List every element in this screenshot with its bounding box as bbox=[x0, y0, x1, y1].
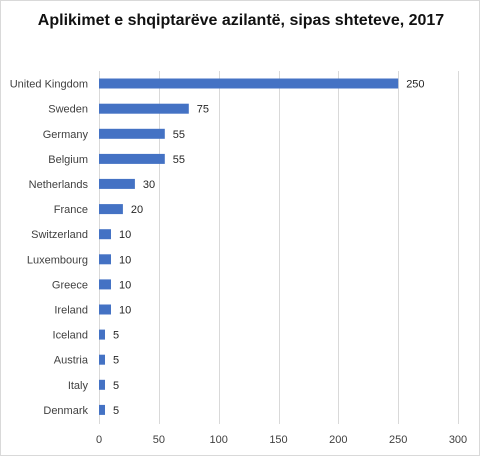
bar-switzerland bbox=[99, 229, 111, 240]
data-label-belgium: 55 bbox=[173, 154, 185, 166]
category-label-france: France bbox=[54, 204, 88, 216]
data-label-greece: 10 bbox=[119, 279, 131, 291]
data-label-italy: 5 bbox=[113, 380, 119, 392]
category-label-netherlands: Netherlands bbox=[29, 179, 89, 191]
data-label-iceland: 5 bbox=[113, 330, 119, 342]
category-label-iceland: Iceland bbox=[53, 330, 88, 342]
bar-austria bbox=[99, 354, 105, 365]
chart-title: Aplikimet e shqiptarëve azilantë, sipas … bbox=[37, 12, 445, 29]
bar-germany bbox=[99, 128, 165, 139]
category-label-united-kingdom: United Kingdom bbox=[10, 79, 88, 91]
data-label-ireland: 10 bbox=[119, 305, 131, 317]
x-tick-label-250: 250 bbox=[389, 434, 407, 446]
gridlines bbox=[99, 71, 459, 424]
x-tick-label-0: 0 bbox=[96, 434, 102, 446]
category-label-italy: Italy bbox=[68, 380, 89, 392]
data-label-denmark: 5 bbox=[113, 405, 119, 417]
category-label-greece: Greece bbox=[52, 279, 88, 291]
bar-sweden bbox=[99, 103, 189, 114]
bar-netherlands bbox=[99, 178, 135, 189]
category-label-switzerland: Switzerland bbox=[31, 229, 88, 241]
bar-iceland bbox=[99, 329, 105, 340]
data-label-united-kingdom: 250 bbox=[406, 79, 424, 91]
data-label-netherlands: 30 bbox=[143, 179, 155, 191]
category-label-belgium: Belgium bbox=[48, 154, 88, 166]
category-labels: United Kingdom Sweden Germany Belgium Nether… bbox=[10, 79, 89, 417]
bar-italy bbox=[99, 379, 105, 390]
bar-ireland bbox=[99, 304, 111, 315]
category-label-ireland: Ireland bbox=[54, 305, 88, 317]
data-label-sweden: 75 bbox=[197, 104, 209, 116]
data-label-luxembourg: 10 bbox=[119, 254, 131, 266]
bar-united-kingdom bbox=[99, 78, 399, 89]
bar-belgium bbox=[99, 153, 165, 164]
category-label-denmark: Denmark bbox=[43, 405, 88, 417]
data-label-switzerland: 10 bbox=[119, 229, 131, 241]
data-label-france: 20 bbox=[131, 204, 143, 216]
bar-denmark bbox=[99, 404, 105, 415]
category-label-luxembourg: Luxembourg bbox=[27, 254, 88, 266]
x-tick-label-100: 100 bbox=[209, 434, 227, 446]
bar-luxembourg bbox=[99, 254, 111, 265]
data-label-austria: 5 bbox=[113, 355, 119, 367]
x-tick-label-300: 300 bbox=[449, 434, 467, 446]
x-axis-ticks: 0 50 100 150 200 250 300 bbox=[96, 434, 467, 446]
bar-greece bbox=[99, 279, 111, 290]
category-label-sweden: Sweden bbox=[48, 104, 88, 116]
category-label-germany: Germany bbox=[43, 129, 89, 141]
category-label-austria: Austria bbox=[54, 355, 89, 367]
bar-france bbox=[99, 204, 123, 215]
bars bbox=[99, 78, 399, 415]
x-tick-label-50: 50 bbox=[153, 434, 165, 446]
x-tick-label-200: 200 bbox=[329, 434, 347, 446]
data-label-germany: 55 bbox=[173, 129, 185, 141]
x-tick-label-150: 150 bbox=[269, 434, 287, 446]
